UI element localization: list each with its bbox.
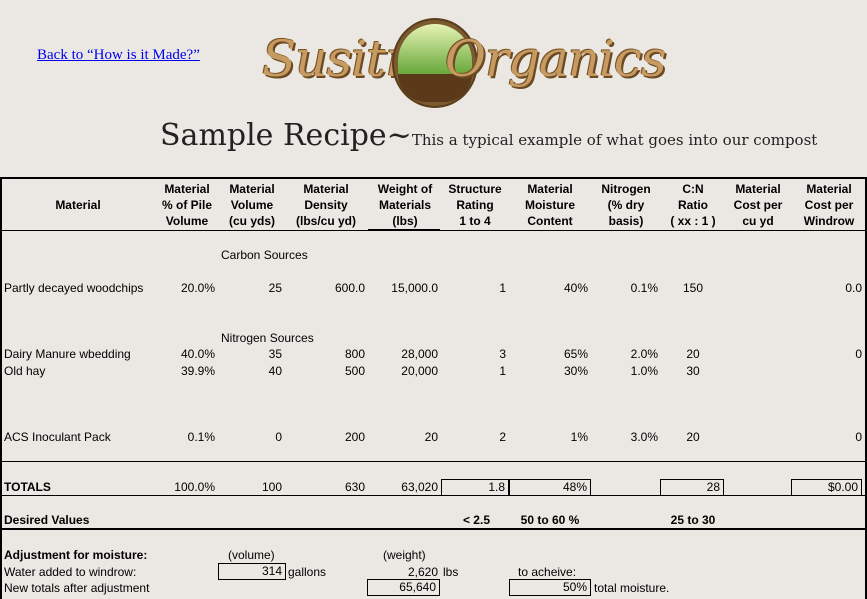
desired-cn: 25 to 30 [670,513,716,527]
water-added-label: Water added to windrow: [4,565,137,579]
row-nitrogen: 0.1% [630,281,658,295]
row-density: 500 [344,364,365,378]
adjustment-volume-label: (volume) [228,548,275,562]
adjustment-weight-label: (weight) [383,548,426,562]
header-moisture: Material Moisture Content [524,182,575,228]
grass-icon [398,24,472,76]
desired-label: Desired Values [4,513,90,527]
row-moisture: 65% [563,347,588,361]
row-structure: 3 [499,347,506,361]
totals-structure: 1.8 [441,479,509,496]
row-material: Dairy Manure wbedding [4,347,131,361]
row-density: 200 [344,430,365,444]
row-material: Partly decayed woodchips [4,281,144,295]
page-title: Sample Recipe~This a typical example of … [160,118,817,153]
gallons-label: gallons [288,565,327,579]
row-moisture: 1% [570,430,588,444]
logo: Susitna Organics [262,18,667,108]
new-moisture-value: 50% [509,579,591,596]
row-pct: 0.1% [187,430,215,444]
totals-weight: 63,020 [401,480,438,494]
water-weight-value: 2,620 [407,565,438,579]
row-structure: 1 [499,364,506,378]
header-weight: Weight of Materials (lbs) [377,182,433,228]
totals-divider [0,461,867,462]
weight-header-underline [368,229,440,231]
header-cn-ratio: C:N Ratio ( xx : 1 ) [670,182,716,228]
row-material: Old hay [4,364,46,378]
table-border-top [0,177,867,179]
row-nitrogen: 2.0% [630,347,658,361]
row-nitrogen: 3.0% [630,430,658,444]
row-moisture: 40% [563,281,588,295]
row-cn: 20 [686,430,700,444]
section-nitrogen-sources: Nitrogen Sources [221,331,314,345]
table-border-right [865,177,867,599]
row-volume: 40 [268,364,282,378]
totals-moisture: 48% [509,479,591,496]
row-volume: 35 [268,347,282,361]
totals-cost-windrow: $0.00 [791,479,862,496]
row-volume: 25 [268,281,282,295]
desired-structure: < 2.5 [462,513,490,527]
desired-moisture: 50 to 60 % [520,513,580,527]
row-volume: 0 [275,430,282,444]
logo-text-right: Organics [445,30,667,88]
totals-label: TOTALS [4,480,51,494]
desired-divider [0,495,867,496]
row-cost-windrow: 0 [855,430,862,444]
to-achieve-label: to acheive: [518,565,577,579]
header-volume: Material Volume (cu yds) [228,182,275,228]
header-density: Material Density (lbs/cu yd) [295,182,356,228]
header-nitrogen: Nitrogen (% dry basis) [601,182,651,228]
row-cn: 30 [686,364,700,378]
adjustment-heading: Adjustment for moisture: [4,548,148,562]
adjustment-divider [0,528,867,530]
row-nitrogen: 1.0% [630,364,658,378]
new-weight-value: 65,640 [367,579,440,596]
row-pct: 20.0% [180,281,215,295]
table-border-left [0,177,2,599]
row-cost-windrow: 0.0 [845,281,862,295]
totals-pct: 100.0% [174,480,215,494]
header-pct-volume: Material % of Pile Volume [161,182,212,228]
row-structure: 1 [499,281,506,295]
total-moisture-label: total moisture. [594,581,670,595]
header-cost-yd: Material Cost per cu yd [733,182,783,228]
lbs-label: lbs [443,565,459,579]
header-cost-windrow: Material Cost per Windrow [803,182,855,228]
header-material: Material [55,198,101,212]
row-cn: 20 [686,347,700,361]
totals-volume: 100 [261,480,282,494]
row-density: 800 [344,347,365,361]
row-material: ACS Inoculant Pack [4,430,111,444]
row-moisture: 30% [563,364,588,378]
totals-density: 630 [344,480,365,494]
title-sub: This a typical example of what goes into… [411,131,818,149]
row-cost-windrow: 0 [855,347,862,361]
row-weight: 20 [424,430,438,444]
row-weight: 15,000.0 [391,281,438,295]
row-weight: 20,000 [401,364,438,378]
title-main: Sample Recipe~ [160,118,412,153]
water-volume-value: 314 [218,563,286,580]
row-pct: 40.0% [180,347,215,361]
totals-cn: 28 [660,479,724,496]
section-carbon-sources: Carbon Sources [221,248,308,262]
row-cn: 150 [682,281,704,295]
header-structure: Structure Rating 1 to 4 [448,182,502,228]
row-weight: 28,000 [401,347,438,361]
logo-grass-emblem [392,18,478,108]
row-density: 600.0 [334,281,365,295]
row-pct: 39.9% [180,364,215,378]
back-link[interactable]: Back to “How is it Made?” [37,47,200,63]
row-structure: 2 [499,430,506,444]
new-totals-label: New totals after adjustment [4,581,150,595]
